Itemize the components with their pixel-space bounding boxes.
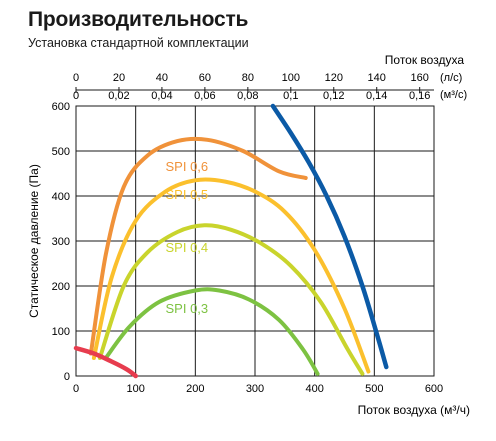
series-line: [270, 103, 389, 370]
chart-subtitle: Установка стандартной комплектации: [28, 36, 249, 50]
top-tick-label-m3s: 0,1: [283, 90, 298, 102]
x-tick-label: 300: [246, 383, 264, 395]
top-axis-unit-m3s: (м³/с): [440, 89, 467, 101]
top-tick-label-m3s: 0,04: [151, 90, 172, 102]
top-tick-label-ls: 100: [282, 72, 300, 84]
chart-axes: 0 100 200 300 400 500 600010020030040050060000…: [52, 72, 444, 395]
top-tick-label-ls: 0: [73, 72, 79, 84]
top-tick-label-ls: 140: [368, 72, 386, 84]
series-line: [91, 177, 371, 374]
y-tick-label: 500: [52, 146, 70, 158]
y-tick-label: 400: [52, 191, 70, 203]
x-tick-label: 400: [305, 383, 323, 395]
series-line: [73, 345, 138, 379]
series-label: SPI 0,4: [166, 240, 209, 255]
x-tick-label: 200: [186, 383, 204, 395]
top-tick-label-ls: 80: [242, 72, 254, 84]
top-tick-label-m3s: 0,06: [194, 90, 215, 102]
y-tick-label: 600: [52, 101, 70, 113]
top-tick-label-ls: 20: [113, 72, 125, 84]
series-label: SPI 0,5: [166, 187, 209, 202]
series-line: [97, 223, 365, 376]
top-axis-unit-ls: (л/с): [440, 72, 462, 84]
top-tick-label-ls: 40: [156, 72, 168, 84]
x-tick-label: 500: [365, 383, 383, 395]
x-tick-label: 0: [73, 383, 79, 395]
y-tick-label: 200: [52, 281, 70, 293]
x-axis-label: Поток воздуха (м³/ч): [358, 403, 470, 417]
y-axis-label: Статическое давление (Па): [27, 164, 41, 318]
chart-curves: SPI 0,6 SPI 0,5 SPI 0,4 SPI 0,3: [73, 103, 389, 379]
top-tick-label-ls: 160: [411, 72, 429, 84]
chart-title: Производительность: [28, 8, 249, 31]
y-tick-label: 100: [52, 326, 70, 338]
y-tick-label: 300: [52, 236, 70, 248]
series-line: [88, 136, 308, 356]
series-label: SPI 0,6: [166, 159, 209, 174]
top-tick-label-ls: 60: [199, 72, 211, 84]
top-tick-label-m3s: 0,08: [237, 90, 258, 102]
top-tick-label-m3s: 0,12: [323, 90, 344, 102]
top-tick-label-m3s: 0,14: [366, 90, 387, 102]
top-axis-label: Поток воздуха: [385, 53, 465, 67]
top-tick-label-m3s: 0: [73, 90, 79, 102]
series-label: SPI 0,3: [166, 301, 209, 316]
top-tick-label-m3s: 0,16: [409, 90, 430, 102]
top-tick-label-m3s: 0,02: [108, 90, 129, 102]
series-line: [103, 287, 320, 376]
x-tick-label: 600: [425, 383, 443, 395]
top-tick-label-ls: 120: [325, 72, 343, 84]
x-tick-label: 100: [126, 383, 144, 395]
y-tick-label: 0: [64, 371, 70, 383]
